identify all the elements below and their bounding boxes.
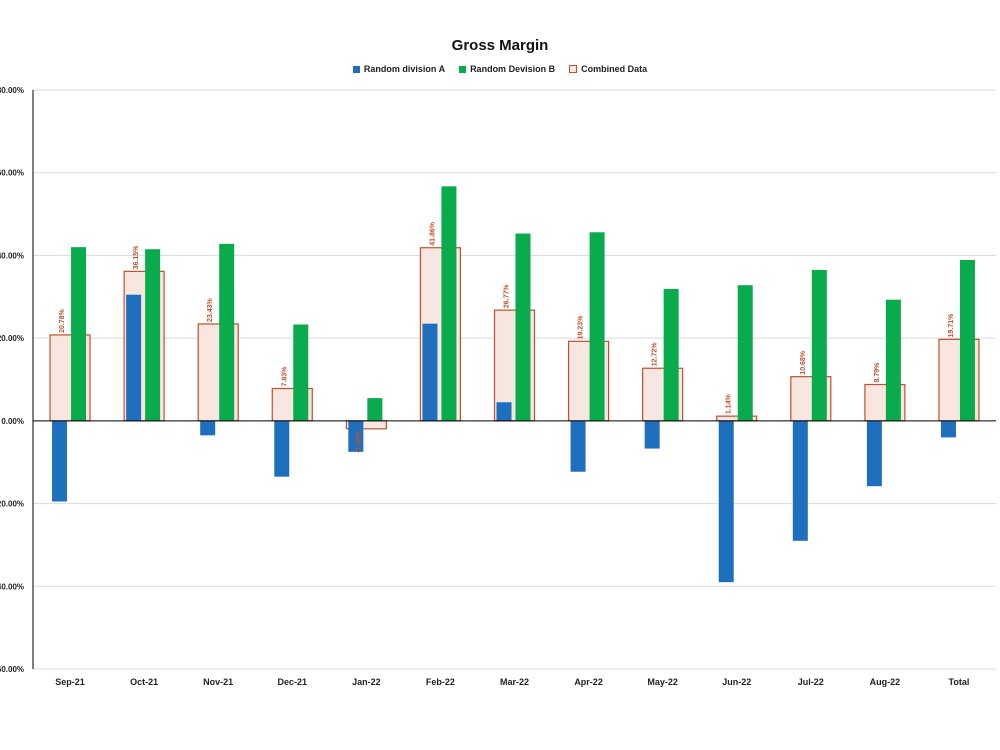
bar-random-devision-b: [145, 249, 161, 421]
legend-item-devision-b: Random Devision B: [459, 64, 555, 74]
y-tick-label: -60.00%: [0, 665, 24, 674]
x-tick-label: Oct-21: [130, 677, 158, 687]
x-tick-label: Jan-22: [352, 677, 381, 687]
y-tick-label: 40.00%: [0, 251, 24, 260]
bar-random-devision-b: [367, 398, 383, 421]
bar-random-devision-b: [885, 299, 901, 421]
data-label-combined: 41.86%: [429, 221, 436, 246]
legend: Random division A Random Devision B Comb…: [0, 64, 1000, 74]
data-label-combined: 7.83%: [281, 366, 288, 387]
bar-random-devision-b: [441, 186, 457, 421]
bar-random-division-a: [792, 420, 808, 541]
bar-random-division-a: [496, 402, 512, 421]
data-label-combined: 19.71%: [948, 313, 955, 338]
legend-swatch-devision-b: [459, 65, 467, 73]
bar-random-devision-b: [219, 243, 235, 421]
bar-random-division-a: [126, 294, 142, 421]
bar-random-division-a: [422, 323, 438, 421]
chart-title: Gross Margin: [451, 37, 549, 54]
data-label-combined: 12.72%: [652, 342, 659, 367]
legend-item-combined: Combined Data: [569, 64, 647, 74]
data-label-combined: 20.78%: [59, 308, 66, 333]
bar-random-division-a: [200, 420, 216, 436]
y-tick-label: 60.00%: [0, 169, 24, 178]
data-label-combined: 19.23%: [578, 315, 585, 340]
y-tick-label: 80.00%: [0, 86, 24, 95]
x-tick-label: Dec-21: [278, 677, 308, 687]
legend-label-devision-b: Random Devision B: [470, 64, 556, 74]
bar-random-division-a: [52, 420, 68, 502]
bar-random-devision-b: [515, 233, 531, 421]
bar-random-devision-b: [663, 288, 679, 421]
data-label-combined: 10.68%: [800, 350, 807, 375]
bar-random-division-a: [940, 420, 956, 438]
data-label-combined: 23.43%: [207, 297, 214, 322]
x-tick-label: Jul-22: [798, 677, 824, 687]
legend-label-combined: Combined Data: [581, 64, 648, 74]
x-tick-label: Feb-22: [426, 677, 455, 687]
bar-random-devision-b: [71, 247, 87, 421]
data-label-combined: 36.15%: [133, 245, 140, 270]
x-tick-label: Aug-22: [870, 677, 901, 687]
data-label-combined: -1.92%: [355, 430, 362, 453]
bar-random-devision-b: [293, 324, 309, 421]
x-tick-label: Jun-22: [722, 677, 751, 687]
bar-random-devision-b: [811, 269, 827, 421]
y-tick-label: -20.00%: [0, 500, 24, 509]
bar-random-devision-b: [589, 232, 605, 421]
x-tick-label: Nov-21: [203, 677, 233, 687]
x-tick-label: Apr-22: [574, 677, 603, 687]
x-tick-label: May-22: [647, 677, 678, 687]
data-label-combined: 1.14%: [726, 394, 733, 415]
x-tick-label: Sep-21: [55, 677, 85, 687]
bar-random-division-a: [348, 420, 364, 452]
legend-item-division-a: Random division A: [352, 64, 446, 74]
legend-swatch-combined: [569, 65, 578, 73]
bar-random-devision-b: [959, 259, 975, 421]
y-tick-label: -40.00%: [0, 582, 24, 591]
bar-random-division-a: [570, 420, 586, 472]
data-label-combined: 26.77%: [504, 284, 511, 309]
bar-random-devision-b: [737, 285, 753, 421]
data-label-combined: 8.79%: [874, 362, 881, 383]
y-tick-label: 0.00%: [1, 417, 24, 426]
x-tick-label: Mar-22: [500, 677, 529, 687]
bar-random-division-a: [274, 420, 290, 477]
legend-swatch-division-a: [352, 65, 360, 73]
bar-random-division-a: [718, 420, 734, 583]
x-tick-label: Total: [949, 677, 970, 687]
y-tick-label: 20.00%: [0, 334, 24, 343]
bar-random-division-a: [866, 420, 882, 487]
bar-random-division-a: [644, 420, 660, 449]
legend-label-division-a: Random division A: [363, 64, 446, 74]
